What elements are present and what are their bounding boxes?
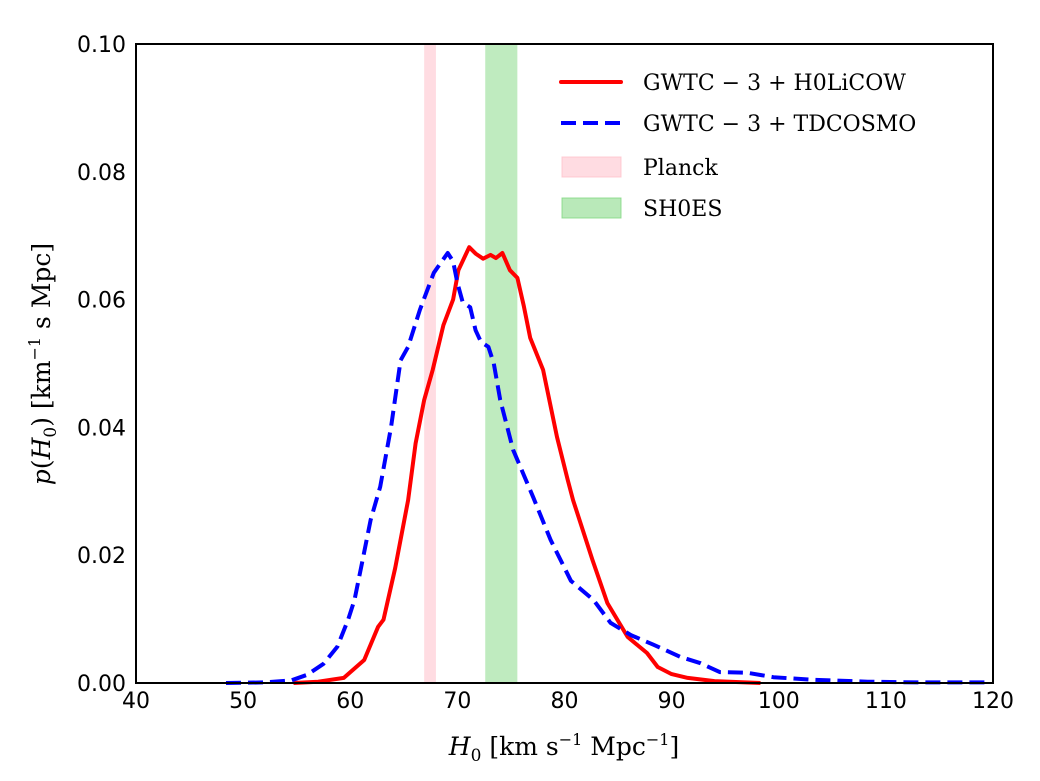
legend-item: GWTC − 3 + TDCOSMO — [561, 112, 916, 137]
series-layer — [225, 245, 988, 685]
y-tick-label: 0.06 — [77, 289, 126, 314]
band-planck — [424, 44, 436, 683]
band-sh0es — [485, 44, 518, 683]
y-tick-label: 0.04 — [77, 416, 126, 441]
legend: GWTC − 3 + H0LiCOW GWTC − 3 + TDCOSMO Plan… — [559, 71, 916, 222]
legend-item: SH0ES — [561, 197, 722, 222]
legend-handle-patch — [561, 197, 622, 219]
x-tick-label: 120 — [972, 689, 1014, 714]
bands-layer — [424, 44, 518, 683]
x-tick-label: 70 — [443, 689, 471, 714]
legend-label: GWTC − 3 + H0LiCOW — [643, 71, 906, 96]
plot-frame — [135, 43, 994, 684]
x-tick-label: 100 — [758, 689, 800, 714]
legend-label: GWTC − 3 + TDCOSMO — [643, 112, 916, 137]
x-tick-labels: 40 50 60 70 80 90 100 110 120 — [122, 689, 1014, 714]
y-tick-label: 0.00 — [77, 672, 126, 697]
x-tick-label: 110 — [865, 689, 907, 714]
x-tick-label: 40 — [122, 689, 150, 714]
legend-handle-patch — [561, 156, 622, 178]
y-tick-label: 0.02 — [77, 544, 126, 569]
x-tick-label: 60 — [336, 689, 364, 714]
legend-item: GWTC − 3 + H0LiCOW — [559, 71, 906, 96]
y-axis-label: p(H0) [km−1 s Mpc] — [25, 243, 61, 485]
x-tick-label: 80 — [551, 689, 579, 714]
y-tick-label: 0.08 — [77, 161, 126, 186]
x-axis-label: H0 [km s−1 Mpc−1] — [448, 730, 680, 766]
y-tick-labels: 0.00 0.02 0.04 0.06 0.08 0.10 — [77, 33, 126, 697]
x-tick-label: 90 — [658, 689, 686, 714]
legend-label: SH0ES — [643, 197, 722, 222]
legend-item: Planck — [561, 156, 718, 181]
x-tick-label: 50 — [229, 689, 257, 714]
series-line-tdcosmo — [225, 251, 988, 685]
legend-label: Planck — [643, 156, 718, 181]
series-line-h0licow — [293, 245, 761, 685]
y-tick-label: 0.10 — [77, 33, 126, 58]
